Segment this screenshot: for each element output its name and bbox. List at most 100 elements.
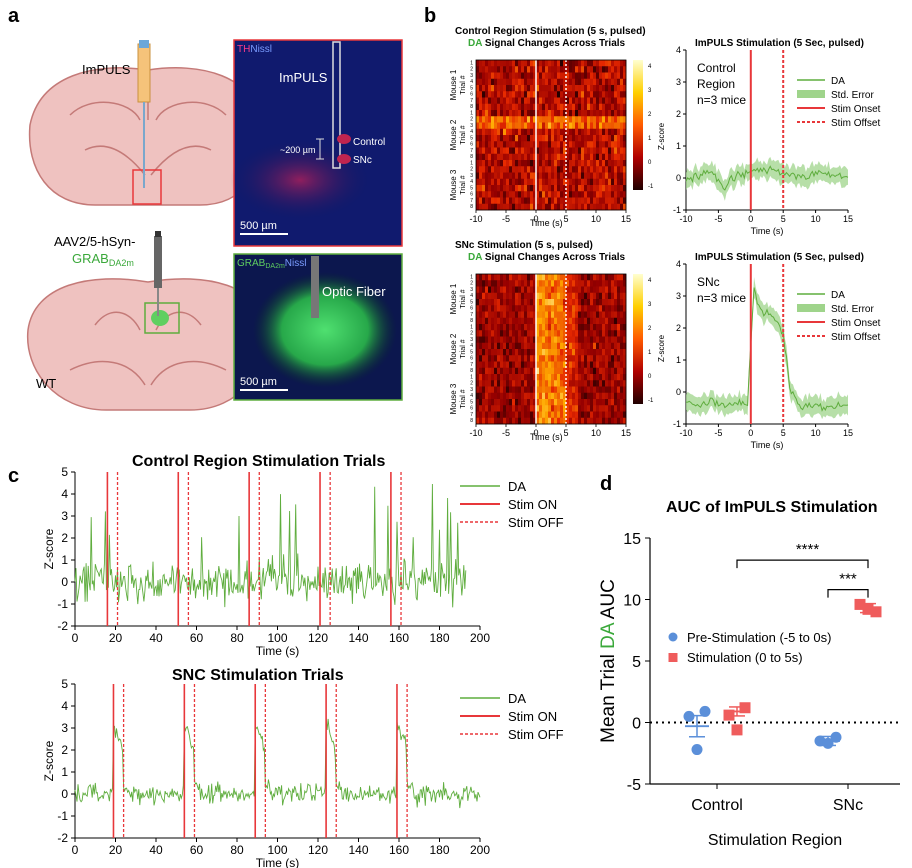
heatmap-cell bbox=[497, 299, 501, 306]
heatmap-cell bbox=[527, 78, 531, 86]
heatmap-cell bbox=[542, 374, 546, 381]
heatmap-cell bbox=[575, 172, 579, 180]
heatmap-cell bbox=[569, 280, 573, 287]
heatmap-cell bbox=[584, 336, 588, 344]
heatmap-cell bbox=[491, 367, 495, 375]
heatmap-cell bbox=[539, 185, 543, 192]
heatmap-cell bbox=[494, 361, 498, 369]
heatmap-cell bbox=[536, 60, 540, 67]
heatmap-cell bbox=[566, 172, 570, 180]
heatmap-cell bbox=[551, 342, 555, 350]
heatmap-cell bbox=[536, 147, 540, 155]
heatmap-cell bbox=[548, 66, 552, 73]
heatmap-cell bbox=[479, 122, 483, 130]
heatmap-cell bbox=[605, 361, 609, 369]
heatmap-cell bbox=[542, 411, 546, 419]
heatmap-cell bbox=[584, 374, 588, 381]
heatmap-cell bbox=[605, 103, 609, 111]
heatmap-cell bbox=[608, 349, 612, 356]
heatmap-cell bbox=[545, 122, 549, 130]
heatmap-cell bbox=[485, 349, 489, 356]
heatmap-cell bbox=[575, 60, 579, 67]
heatmap-cell bbox=[488, 417, 492, 425]
heatmap-cell bbox=[500, 60, 504, 67]
heatmap-cell bbox=[488, 286, 492, 294]
heatmap-cell bbox=[557, 185, 561, 192]
heatmap-cell bbox=[560, 97, 564, 105]
heatmap-cell bbox=[563, 417, 567, 425]
heatmap-cell bbox=[617, 417, 621, 425]
heatmap-cell bbox=[572, 299, 576, 306]
heatmap-cell bbox=[557, 311, 561, 319]
heatmap-cell bbox=[548, 153, 552, 161]
heatmap-cell bbox=[548, 178, 552, 186]
heatmap-cell bbox=[503, 203, 507, 211]
heatmap-cell bbox=[587, 153, 591, 161]
heatmap-cell bbox=[479, 141, 483, 148]
heatmap-cell bbox=[599, 374, 603, 381]
heatmap-cell bbox=[521, 116, 525, 123]
heatmap-cell bbox=[542, 185, 546, 192]
heatmap-cell bbox=[551, 355, 555, 362]
heatmap-cell bbox=[494, 299, 498, 306]
heatmap-cell bbox=[482, 91, 486, 98]
heatmap-cell bbox=[542, 91, 546, 98]
heatmap-cell bbox=[569, 116, 573, 123]
heatmap-cell bbox=[521, 349, 525, 356]
heatmap-cell bbox=[527, 361, 531, 369]
heatmap-cell bbox=[518, 355, 522, 362]
heatmap-cell bbox=[620, 317, 624, 325]
line-bottom-title: ImPULS Stimulation (5 Sec, pulsed) bbox=[695, 252, 864, 263]
heatmap-cell bbox=[554, 274, 558, 281]
heatmap-cell bbox=[530, 141, 534, 148]
heatmap-cell bbox=[512, 399, 516, 406]
heatmap-cell bbox=[602, 147, 606, 155]
heatmap-cell bbox=[545, 411, 549, 419]
x-tick-label: -5 bbox=[714, 428, 722, 438]
heatmap-cell bbox=[524, 392, 528, 400]
heatmap-cell bbox=[542, 122, 546, 130]
heatmap-cell bbox=[497, 153, 501, 161]
trial-number: 5 bbox=[470, 85, 473, 91]
heatmap-cell bbox=[515, 185, 519, 192]
heatmap-cell bbox=[551, 141, 555, 148]
heatmap-cell bbox=[575, 103, 579, 111]
heatmap-cell bbox=[500, 299, 504, 306]
heatmap-cell bbox=[554, 97, 558, 105]
heatmap-cell bbox=[518, 399, 522, 406]
heatmap-cell bbox=[482, 160, 486, 167]
heatmap-cell bbox=[512, 380, 516, 387]
heatmap-cell bbox=[611, 311, 615, 319]
heatmap-cell bbox=[590, 197, 594, 205]
heatmap-cell bbox=[494, 392, 498, 400]
heatmap-cell bbox=[503, 172, 507, 180]
heatmap-cell bbox=[581, 299, 585, 306]
heatmap-cell bbox=[593, 116, 597, 123]
heatmap-cell bbox=[557, 172, 561, 180]
heatmap-cell bbox=[548, 197, 552, 205]
heatmap-cell bbox=[617, 185, 621, 192]
heatmap-cell bbox=[530, 392, 534, 400]
heatmap-cell bbox=[554, 147, 558, 155]
heatmap-cell bbox=[611, 172, 615, 180]
heatmap-cell bbox=[587, 355, 591, 362]
heatmap-cell bbox=[476, 305, 480, 312]
heatmap-cell bbox=[611, 349, 615, 356]
heatmap-cell bbox=[566, 66, 570, 73]
heatmap-cell bbox=[572, 355, 576, 362]
heatmap-cell bbox=[569, 336, 573, 344]
heatmap-cell bbox=[488, 203, 492, 211]
heatmap-cell bbox=[500, 330, 504, 337]
heatmap-cell bbox=[623, 399, 627, 406]
heatmap-cell bbox=[488, 355, 492, 362]
legend-stim-label: Stimulation (0 to 5s) bbox=[687, 650, 803, 665]
micrograph1-scalebar-label: 500 µm bbox=[240, 220, 277, 232]
heatmap-cell bbox=[560, 166, 564, 173]
significance-bracket-2 bbox=[827, 589, 869, 598]
heatmap-cell bbox=[569, 417, 573, 425]
heatmap-cell bbox=[569, 367, 573, 375]
trial-number: 5 bbox=[470, 299, 473, 305]
heatmap-cell bbox=[617, 299, 621, 306]
heatmap-cell bbox=[596, 128, 600, 136]
heatmap-cell bbox=[566, 203, 570, 211]
